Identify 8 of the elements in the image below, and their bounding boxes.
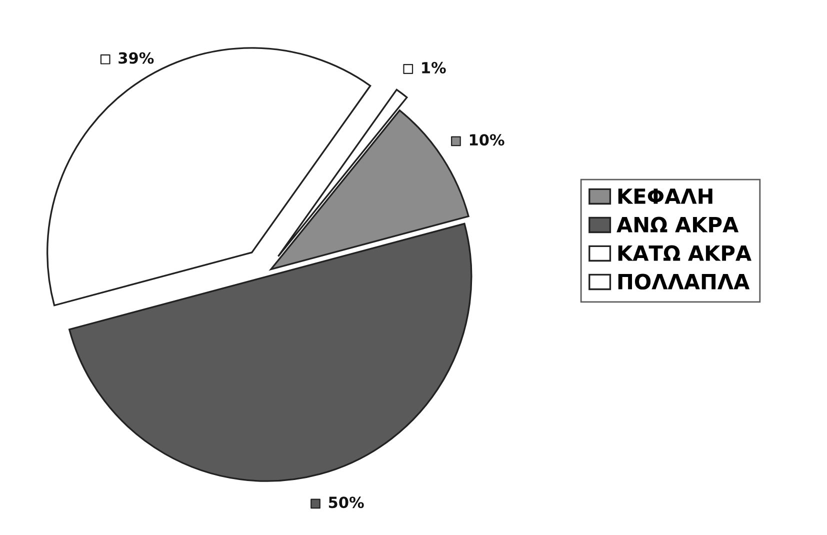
legend-label: ΚΑΤΩ ΑΚΡΑ [618, 245, 752, 261]
data-label: 1% [422, 62, 446, 74]
data-label: 10% [470, 134, 504, 146]
legend-label: ΚΕΦΑΛΗ [618, 188, 712, 204]
legend-label: ΑΝΩ ΑΚΡΑ [616, 216, 739, 232]
data-label: 39% [118, 52, 154, 64]
data-label: 50% [328, 496, 364, 508]
legend-label: ΠΟΛΛΑΠΛΑ [618, 274, 750, 290]
